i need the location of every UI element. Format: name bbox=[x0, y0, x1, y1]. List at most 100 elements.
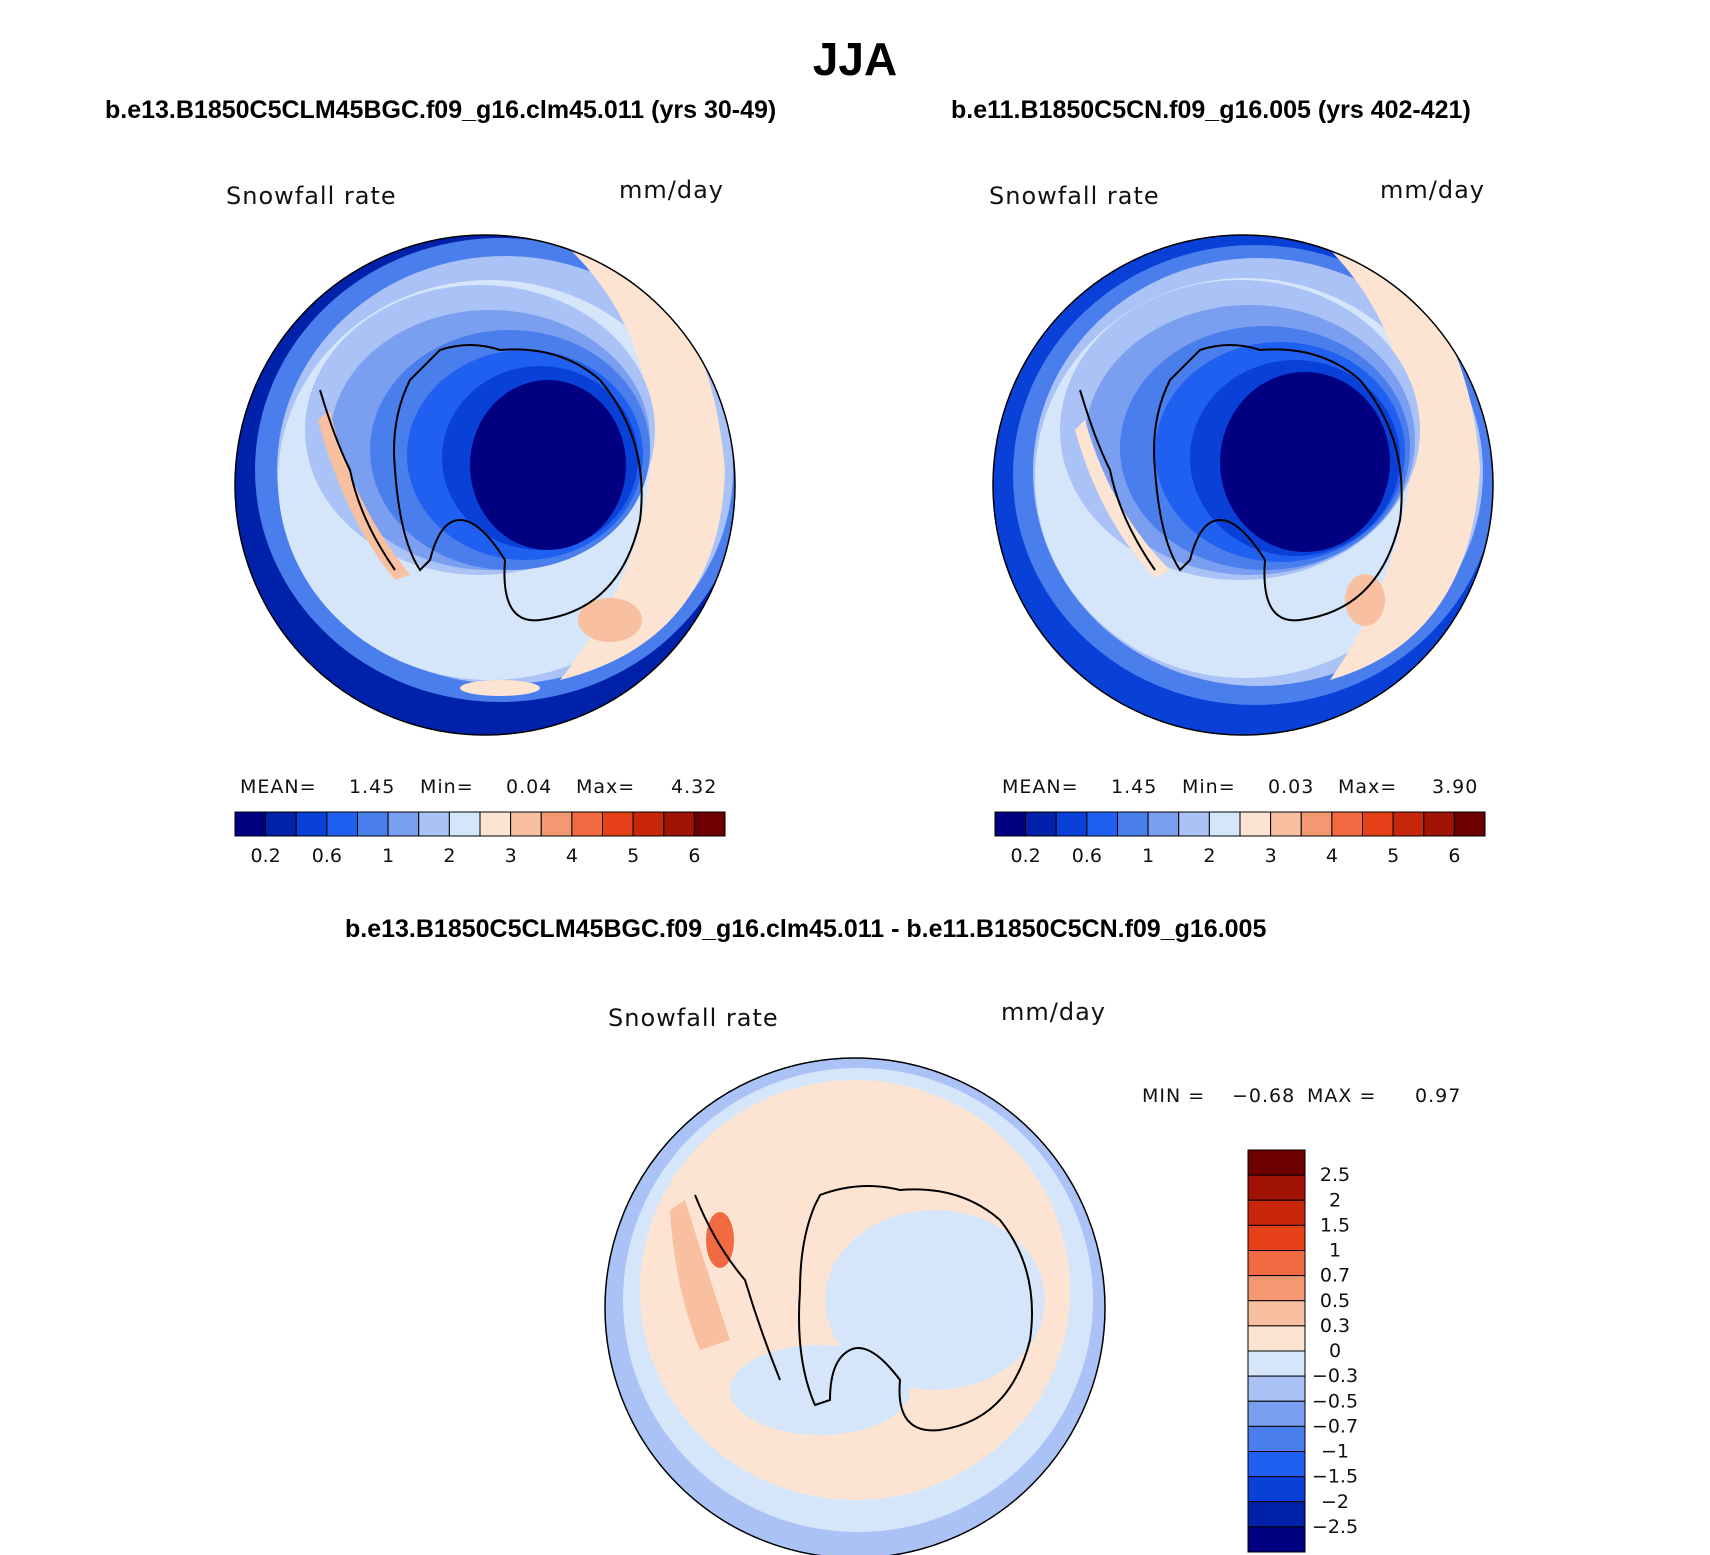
panel1-colorbar-tick-label: 4 bbox=[566, 845, 578, 867]
panel1-colorbar-swatch bbox=[418, 811, 450, 837]
panel3-colorbar-swatch bbox=[1247, 1451, 1306, 1478]
panel1-units-label: mm/day bbox=[619, 176, 724, 204]
panel2-colorbar-swatch bbox=[1025, 811, 1057, 837]
panel1-max-label: Max= bbox=[576, 776, 636, 798]
panel1-variable-label: Snowfall rate bbox=[226, 182, 397, 210]
panel3-max-label: MAX = bbox=[1307, 1085, 1377, 1107]
panel1-peninsula-coast bbox=[319, 389, 396, 571]
panel2-colorbar-swatch bbox=[1392, 811, 1425, 837]
panel1-map-border bbox=[234, 234, 736, 736]
panel2-warm-sector bbox=[1320, 240, 1480, 680]
panel2-colorbar-swatch bbox=[1362, 811, 1394, 837]
panel2-colorbar-swatch bbox=[1453, 811, 1486, 837]
panel1-colorbar-swatch bbox=[326, 811, 358, 837]
panel3-colorbar-swatch bbox=[1247, 1526, 1306, 1553]
panel3-colorbar-swatch bbox=[1247, 1300, 1306, 1327]
panel2-peninsula-warm bbox=[1075, 420, 1170, 578]
panel2-colorbar-tick-label: 0.2 bbox=[1011, 845, 1041, 867]
panel1-colorbar-tick-label: 5 bbox=[627, 845, 639, 867]
panel3-colorbar-tick-label: 0.7 bbox=[1320, 1265, 1350, 1287]
panel3-colorbar-tick-label: 1.5 bbox=[1320, 1214, 1350, 1236]
panel2-max-label: Max= bbox=[1338, 776, 1398, 798]
panel2-colorbar-swatch bbox=[1086, 811, 1118, 837]
panel3-peninsula-coast bbox=[694, 1194, 781, 1381]
panel3-min-label: MIN = bbox=[1142, 1085, 1206, 1107]
panel2-colorbar-tick-label: 0.6 bbox=[1072, 845, 1102, 867]
panel1-coastline bbox=[393, 344, 643, 622]
panel3-colorbar-swatch bbox=[1247, 1149, 1306, 1176]
panel1-colorbar-swatch bbox=[357, 811, 389, 837]
panel1-colorbar-swatch bbox=[663, 811, 695, 837]
panel1-colorbar-swatch bbox=[693, 811, 726, 837]
panel2-coastline bbox=[1153, 344, 1403, 622]
panel3-colorbar-swatch bbox=[1247, 1250, 1306, 1277]
panel2-case-title: b.e11.B1850C5CN.f09_g16.005 (yrs 402-421… bbox=[951, 96, 1471, 124]
panel3-colorbar-tick-label: 0 bbox=[1329, 1340, 1341, 1362]
panel3-colorbar: 2.5 2 1.5 1 0.7 0.5 0.3 0 −0.3 −0.5 −0.7 −1 −1.5 −2 −2… bbox=[1247, 1149, 1358, 1553]
panel2-colorbar-tick-label: 6 bbox=[1448, 845, 1460, 867]
panel3-colorbar-tick-label: −0.7 bbox=[1312, 1415, 1358, 1437]
panel3-colorbar-swatch bbox=[1247, 1375, 1306, 1402]
panel2-colorbar-swatch bbox=[1270, 811, 1302, 837]
panel1-colorbar-swatch bbox=[510, 811, 542, 837]
panel3-map bbox=[605, 1058, 1105, 1555]
panel3-colorbar-swatch bbox=[1247, 1425, 1306, 1452]
panel2-colorbar-swatch bbox=[1423, 811, 1455, 837]
panel2-colorbar-tick-label: 2 bbox=[1203, 845, 1215, 867]
panel3-peninsula-hot bbox=[706, 1212, 734, 1268]
panel2-colorbar-swatch bbox=[1300, 811, 1333, 837]
panel1-warm-ring bbox=[460, 680, 540, 696]
panel3-colorbar-tick-label: 2.5 bbox=[1320, 1164, 1350, 1186]
panel3-colorbar-tick-label: 0.3 bbox=[1320, 1315, 1350, 1337]
panel1-colorbar-swatch bbox=[265, 811, 297, 837]
panel3-min-value: −0.68 bbox=[1232, 1085, 1296, 1107]
panel2-units-label: mm/day bbox=[1380, 176, 1485, 204]
panel3-variable-label: Snowfall rate bbox=[608, 1004, 779, 1032]
panel3-colorbar-swatch bbox=[1247, 1199, 1306, 1226]
panel2-min-label: Min= bbox=[1182, 776, 1236, 798]
panel1-colorbar-tick-label: 2 bbox=[443, 845, 455, 867]
panel1-warm-patch bbox=[578, 598, 642, 642]
panel3-coastline bbox=[798, 1185, 1033, 1432]
panel3-colorbar-swatch bbox=[1247, 1275, 1306, 1302]
panel3-colorbar-tick-label: −1.5 bbox=[1312, 1466, 1358, 1488]
panel1-colorbar-tick-label: 3 bbox=[505, 845, 517, 867]
panel1-colorbar-tick-label: 1 bbox=[382, 845, 394, 867]
panel2-colorbar-swatch bbox=[994, 811, 1027, 837]
panel3-max-value: 0.97 bbox=[1415, 1085, 1462, 1107]
panel2-colorbar-swatch bbox=[1055, 811, 1088, 837]
panel1-min-value: 0.04 bbox=[506, 776, 553, 798]
panel1-mean-value: 1.45 bbox=[349, 776, 396, 798]
panel2-peninsula-coast bbox=[1079, 389, 1156, 571]
panel3-colorbar-tick-label: −2 bbox=[1321, 1491, 1349, 1513]
panel2-colorbar-tick-label: 5 bbox=[1387, 845, 1399, 867]
panel1-mean-label: MEAN= bbox=[240, 776, 317, 798]
panel2-colorbar-swatch bbox=[1239, 811, 1272, 837]
panel1-colorbar: 0.2 0.6 1 2 3 4 5 6 bbox=[234, 811, 726, 867]
panel2-colorbar-swatch bbox=[1117, 811, 1149, 837]
panel3-colorbar-swatch bbox=[1247, 1224, 1306, 1251]
panel3-colorbar-tick-label: −2.5 bbox=[1312, 1516, 1358, 1538]
panel3-colorbar-swatch bbox=[1247, 1325, 1306, 1352]
panel2-colorbar: 0.2 0.6 1 2 3 4 5 6 bbox=[994, 811, 1486, 867]
panel2-warm-patch bbox=[1345, 574, 1385, 626]
panel3-colorbar-swatch bbox=[1247, 1174, 1306, 1201]
panel1-colorbar-swatch bbox=[632, 811, 665, 837]
panel3-colorbar-swatch bbox=[1247, 1350, 1306, 1377]
panel3-colorbar-swatch bbox=[1247, 1476, 1306, 1503]
panel1-colorbar-swatch bbox=[387, 811, 420, 837]
panel1-colorbar-swatch bbox=[448, 811, 481, 837]
panel3-ross-cool bbox=[730, 1345, 910, 1435]
panel1-colorbar-swatch bbox=[479, 811, 512, 837]
panel2-min-value: 0.03 bbox=[1268, 776, 1315, 798]
panel1-colorbar-swatch bbox=[540, 811, 573, 837]
panel1-colorbar-swatch bbox=[234, 811, 267, 837]
panel2-plateau bbox=[1220, 372, 1390, 552]
panel3-colorbar-swatch bbox=[1247, 1400, 1306, 1427]
panel1-colorbar-tick-label: 0.6 bbox=[312, 845, 342, 867]
panel3-units-label: mm/day bbox=[1001, 998, 1106, 1026]
panel2-map-border bbox=[992, 234, 1494, 736]
panel2-colorbar-tick-label: 4 bbox=[1326, 845, 1338, 867]
panel3-colorbar-tick-label: −0.5 bbox=[1312, 1390, 1358, 1412]
panel1-max-value: 4.32 bbox=[671, 776, 718, 798]
